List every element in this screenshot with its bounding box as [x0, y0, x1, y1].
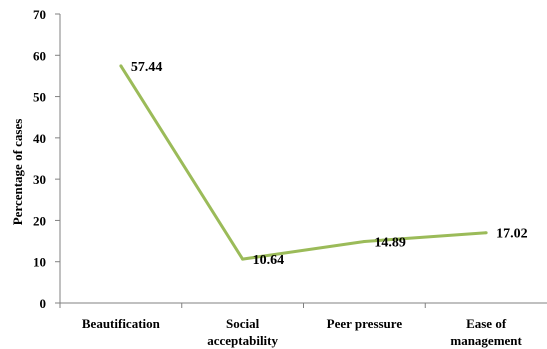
- y-tick-label: 40: [33, 131, 46, 146]
- y-tick-label: 60: [33, 48, 46, 63]
- y-axis-label: Percentage of cases: [10, 119, 25, 226]
- x-category-label-line: acceptability: [207, 333, 278, 348]
- y-tick-label: 10: [33, 255, 46, 270]
- x-category-label: Peer pressure: [327, 316, 403, 331]
- x-category-label: Social acceptability: [207, 316, 278, 348]
- data-point: [484, 231, 488, 235]
- data-label: 14.89: [374, 236, 406, 251]
- data-point: [119, 64, 123, 68]
- x-category-label-line: Beautification: [82, 316, 161, 331]
- x-category-label-line: management: [450, 333, 522, 348]
- y-axis-ticks: 0 10 20 30 40 50 60 70: [33, 7, 60, 311]
- data-point: [362, 240, 366, 244]
- data-label: 17.02: [496, 227, 528, 242]
- y-tick-label: 50: [33, 90, 46, 105]
- x-category-label-line: Peer pressure: [327, 316, 403, 331]
- x-axis-categories: Beautification Social acceptability Peer pr…: [59, 303, 523, 348]
- data-labels: 57.44 10.64 14.89 17.02: [131, 60, 528, 268]
- y-tick-label: 0: [40, 296, 47, 311]
- y-tick-label: 20: [33, 213, 46, 228]
- x-category-label: Ease of management: [450, 316, 522, 348]
- y-tick-label: 70: [33, 7, 46, 22]
- series-group: [119, 64, 488, 261]
- x-category-label: Beautification: [82, 316, 161, 331]
- data-label: 10.64: [253, 253, 285, 268]
- x-category-label-line: Social: [226, 316, 260, 331]
- series-line: [119, 65, 487, 261]
- x-category-label-line: Ease of: [466, 316, 507, 331]
- data-point: [241, 257, 245, 261]
- y-tick-label: 30: [33, 172, 46, 187]
- data-label: 57.44: [131, 60, 163, 75]
